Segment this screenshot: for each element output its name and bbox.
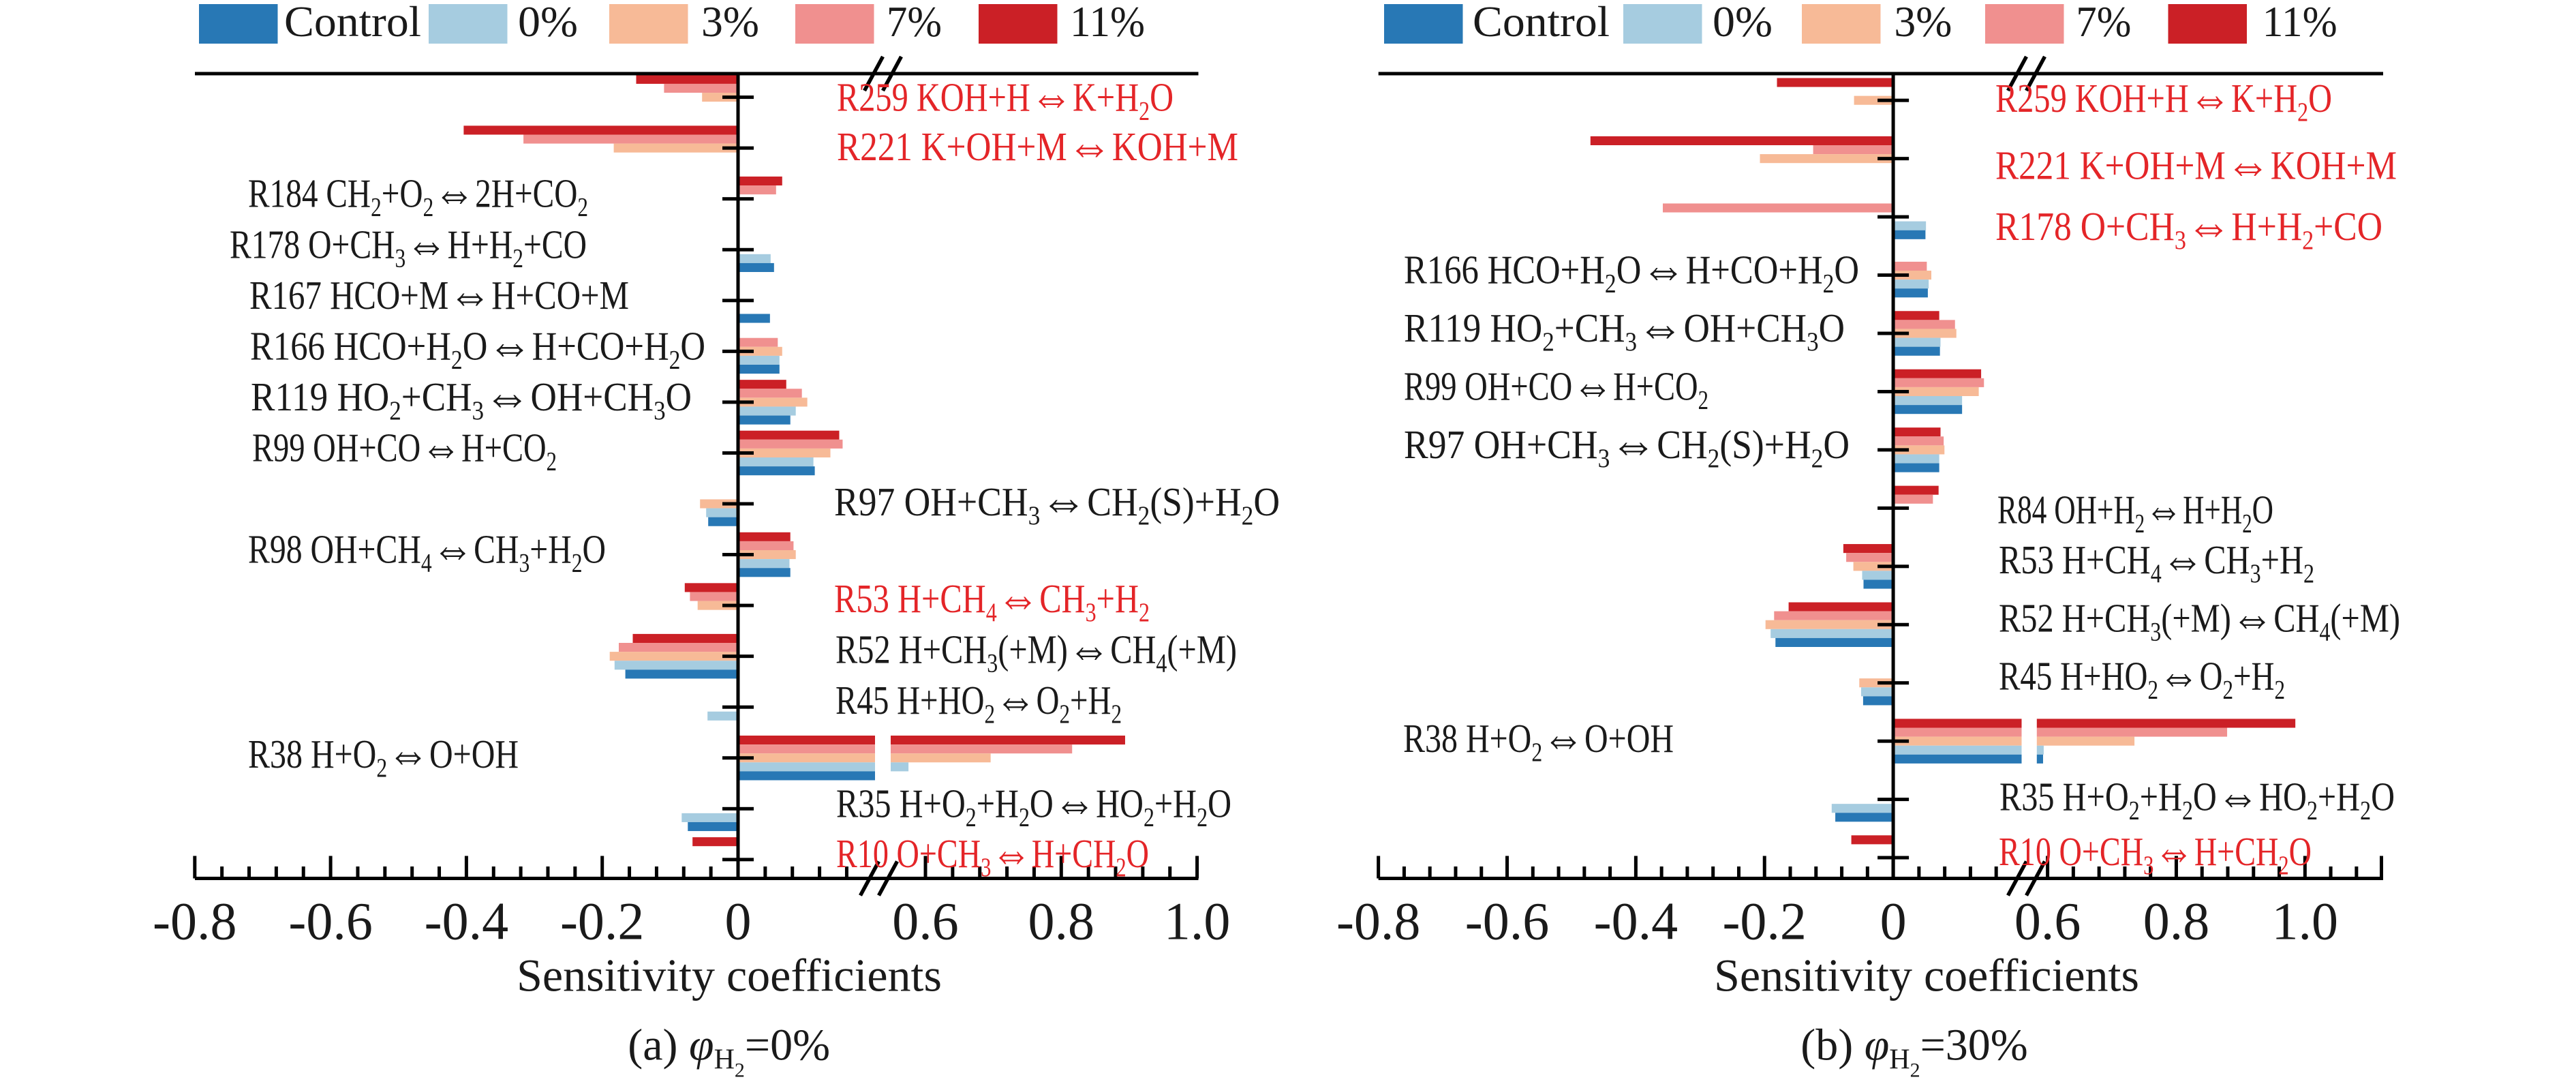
svg-text:R119 HO2​+CH3​⇔​OH+CH3​O: R119 HO2​+CH3​⇔​OH+CH3​O [251, 367, 692, 425]
svg-text:R97 OH+CH3​⇔​CH2​(S)+H2​O: R97 OH+CH3​⇔​CH2​(S)+H2​O [1404, 415, 1850, 473]
svg-text:-0.4: -0.4 [1594, 892, 1678, 951]
svg-text:R98 OH+CH4​⇔​CH3​+H2​O: R98 OH+CH4​⇔​CH3​+H2​O [248, 520, 606, 578]
svg-text:Sensitivity coefficients: Sensitivity coefficients [517, 950, 942, 1001]
svg-text:-0.2: -0.2 [560, 892, 644, 951]
svg-text:R221 K+OH+M⇔​KOH+M: R221 K+OH+M⇔​KOH+M [837, 117, 1238, 175]
svg-text:11%: 11% [2263, 0, 2337, 46]
svg-text:R221 K+OH+M⇔​KOH+M: R221 K+OH+M⇔​KOH+M [1995, 136, 2397, 194]
svg-text:R184 CH2​+O2​⇔​2H+CO2​: R184 CH2​+O2​⇔​2H+CO2​ [248, 164, 588, 222]
svg-text:R53 H+CH4​⇔​CH3​+H2​: R53 H+CH4​⇔​CH3​+H2​ [1999, 530, 2314, 588]
svg-text:-0.6: -0.6 [1465, 892, 1549, 951]
svg-text:R35 H+O2​+H2​O⇔​HO2​+H2​O: R35 H+O2​+H2​O⇔​HO2​+H2​O [836, 774, 1231, 832]
svg-text:R99 OH+CO⇔​H+CO2​: R99 OH+CO⇔​H+CO2​ [1404, 357, 1708, 414]
svg-text:R166 HCO+H2​O⇔​H+CO+H2​O: R166 HCO+H2​O⇔​H+CO+H2​O [1404, 241, 1859, 299]
svg-text:R45 H+HO2​⇔​O2​+H2​: R45 H+HO2​⇔​O2​+H2​ [835, 671, 1122, 729]
svg-text:R35 H+O2​+H2​O⇔​HO2​+H2​O: R35 H+O2​+H2​O⇔​HO2​+H2​O [1999, 768, 2395, 826]
svg-text:R259 KOH+H⇔​K+H2​O: R259 KOH+H⇔​K+H2​O [1995, 69, 2332, 127]
svg-text:R52 H+CH3​(+M)⇔​CH4​(+M): R52 H+CH3​(+M)⇔​CH4​(+M) [1999, 588, 2400, 646]
svg-text:R38 H+O2​⇔​O+OH: R38 H+O2​⇔​O+OH [248, 725, 519, 783]
svg-text:0.8: 0.8 [2143, 892, 2210, 951]
svg-text:R84 OH+H2​⇔​H+H2​O: R84 OH+H2​⇔​H+H2​O [1997, 480, 2273, 538]
svg-text:R10 O+CH3​⇔​H+CH2​O: R10 O+CH3​⇔​H+CH2​O [836, 824, 1149, 882]
svg-text:R178 O+CH3​⇔​H+H2​+CO: R178 O+CH3​⇔​H+H2​+CO [1995, 197, 2382, 255]
svg-text:Control: Control [1473, 0, 1610, 46]
svg-text:R259 KOH+H⇔​K+H2​O: R259 KOH+H⇔​K+H2​O [837, 68, 1174, 126]
svg-text:R97 OH+CH3​⇔​CH2​(S)+H2​O: R97 OH+CH3​⇔​CH2​(S)+H2​O [834, 472, 1280, 530]
svg-text:0: 0 [1880, 892, 1907, 951]
svg-text:R52 H+CH3​(+M)⇔​CH4​(+M): R52 H+CH3​(+M)⇔​CH4​(+M) [835, 620, 1237, 678]
svg-text:R178 O+CH3​⇔​H+H2​+CO: R178 O+CH3​⇔​H+H2​+CO [230, 215, 587, 273]
svg-text:Control: Control [284, 0, 421, 46]
svg-text:11%: 11% [1070, 0, 1145, 46]
svg-text:-0.8: -0.8 [1336, 892, 1420, 951]
svg-text:0.6: 0.6 [2014, 892, 2081, 951]
svg-text:1.0: 1.0 [1164, 892, 1231, 951]
svg-text:R167 HCO+M⇔​H+CO+M: R167 HCO+M⇔​H+CO+M [249, 266, 629, 323]
svg-text:R38 H+O2​⇔​O+OH: R38 H+O2​⇔​O+OH [1403, 709, 1674, 767]
svg-text:7%: 7% [887, 0, 942, 46]
svg-text:R10 O+CH3​⇔​H+CH2​O: R10 O+CH3​⇔​H+CH2​O [1999, 822, 2312, 880]
svg-text:R45 H+HO2​⇔​O2​+H2​: R45 H+HO2​⇔​O2​+H2​ [1999, 647, 2285, 705]
svg-text:-0.2: -0.2 [1722, 892, 1806, 951]
svg-text:-0.4: -0.4 [425, 892, 508, 951]
svg-text:0.8: 0.8 [1028, 892, 1095, 951]
svg-text:7%: 7% [2076, 0, 2131, 46]
svg-text:-0.8: -0.8 [153, 892, 236, 951]
svg-text:R53 H+CH4​⇔​CH3​+H2​: R53 H+CH4​⇔​CH3​+H2​ [834, 569, 1150, 627]
svg-text:0.6: 0.6 [892, 892, 959, 951]
svg-text:0%: 0% [1713, 0, 1773, 46]
svg-text:0%: 0% [518, 0, 578, 46]
svg-text:-0.6: -0.6 [288, 892, 372, 951]
svg-text:3%: 3% [701, 0, 759, 46]
svg-text:1.0: 1.0 [2272, 892, 2339, 951]
svg-text:3%: 3% [1894, 0, 1952, 46]
svg-text:R99 OH+CO⇔​H+CO2​: R99 OH+CO⇔​H+CO2​ [252, 418, 557, 476]
svg-text:R119 HO2​+CH3​⇔​OH+CH3​O: R119 HO2​+CH3​⇔​OH+CH3​O [1404, 299, 1845, 357]
svg-text:Sensitivity coefficients: Sensitivity coefficients [1714, 950, 2139, 1001]
svg-text:0: 0 [725, 892, 752, 951]
svg-text:R166 HCO+H2​O⇔​H+CO+H2​O: R166 HCO+H2​O⇔​H+CO+H2​O [250, 316, 705, 374]
